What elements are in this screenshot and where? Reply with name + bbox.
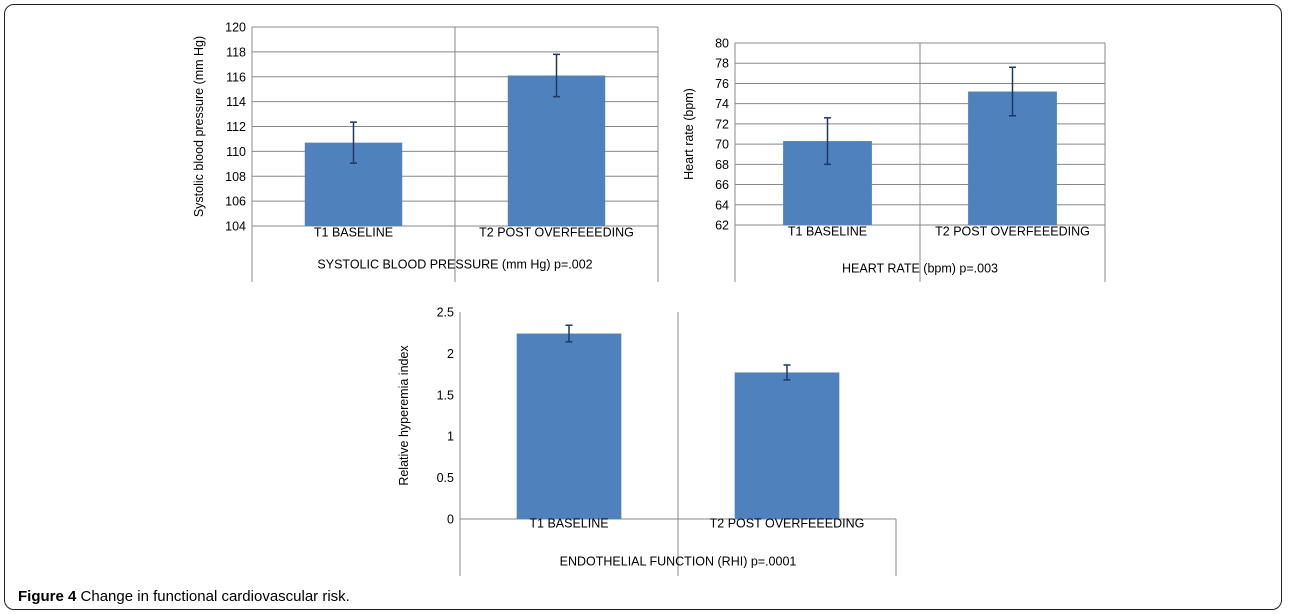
y-tick-label: 2.5 bbox=[437, 306, 454, 320]
y-tick-label: 110 bbox=[226, 145, 246, 159]
y-tick-label: 120 bbox=[225, 21, 246, 35]
y-tick-label: 68 bbox=[715, 158, 729, 172]
y-axis-label: Systolic blood pressure (mm Hg) bbox=[192, 36, 206, 217]
y-tick-label: 108 bbox=[225, 170, 246, 184]
figure-caption-text: Change in functional cardiovascular risk… bbox=[80, 588, 350, 605]
y-tick-label: 64 bbox=[715, 198, 729, 212]
y-tick-label: 74 bbox=[715, 97, 729, 111]
chart-systolic-blood-pressure: 104 106 108 110 112 114 116 118 120 Systolic bloo… bbox=[192, 21, 659, 282]
y-tick-label: 114 bbox=[226, 95, 246, 109]
x-tick-label: T1 BASELINE bbox=[529, 517, 608, 531]
y-tick-label: 118 bbox=[226, 45, 246, 59]
chart-heart-rate: 62 64 66 68 70 72 74 76 78 80 Heart rate (bpm) T1 B… bbox=[682, 37, 1106, 282]
x-tick-label: T2 POST OVERFEEEDING bbox=[935, 225, 1090, 239]
y-tick-label: 0.5 bbox=[437, 471, 454, 485]
y-tick-label: 78 bbox=[715, 57, 729, 71]
y-tick-label: 116 bbox=[226, 70, 246, 84]
y-tick-label: 70 bbox=[715, 138, 729, 152]
y-tick-label: 0 bbox=[447, 513, 454, 527]
y-tick-label: 76 bbox=[715, 77, 729, 91]
y-axis-label: Relative hyperemia index bbox=[397, 345, 411, 486]
figure-caption-label: Figure 4 bbox=[18, 588, 77, 605]
chart-title: SYSTOLIC BLOOD PRESSURE (mm Hg) p=.002 bbox=[317, 258, 592, 272]
y-tick-label: 106 bbox=[225, 195, 246, 209]
x-tick-label: T2 POST OVERFEEEDING bbox=[479, 226, 634, 240]
figure-frame bbox=[4, 4, 1282, 610]
x-tick-label: T1 BASELINE bbox=[314, 226, 393, 240]
chart-endothelial-function: 0 0.5 1 1.5 2 2.5 Relative hyperemia index T1 B… bbox=[397, 306, 897, 576]
y-tick-label: 62 bbox=[715, 219, 729, 233]
y-tick-label: 80 bbox=[715, 37, 729, 51]
y-tick-label: 1 bbox=[447, 430, 454, 444]
bar bbox=[507, 75, 606, 226]
y-tick-label: 104 bbox=[225, 220, 246, 234]
bar bbox=[734, 372, 840, 519]
y-tick-label: 112 bbox=[226, 120, 246, 134]
chart-title: HEART RATE (bpm) p=.003 bbox=[842, 262, 998, 276]
bar bbox=[516, 333, 622, 519]
y-axis-label: Heart rate (bpm) bbox=[682, 88, 696, 180]
y-tick-label: 72 bbox=[715, 117, 729, 131]
y-tick-label: 1.5 bbox=[437, 388, 454, 402]
y-tick-label: 2 bbox=[447, 347, 454, 361]
chart-title: ENDOTHELIAL FUNCTION (RHI) p=.0001 bbox=[560, 555, 797, 569]
figure-caption: Figure 4 Change in functional cardiovasc… bbox=[18, 588, 350, 605]
x-tick-label: T1 BASELINE bbox=[788, 225, 867, 239]
y-tick-label: 66 bbox=[715, 178, 729, 192]
x-tick-label: T2 POST OVERFEEEDING bbox=[710, 517, 865, 531]
